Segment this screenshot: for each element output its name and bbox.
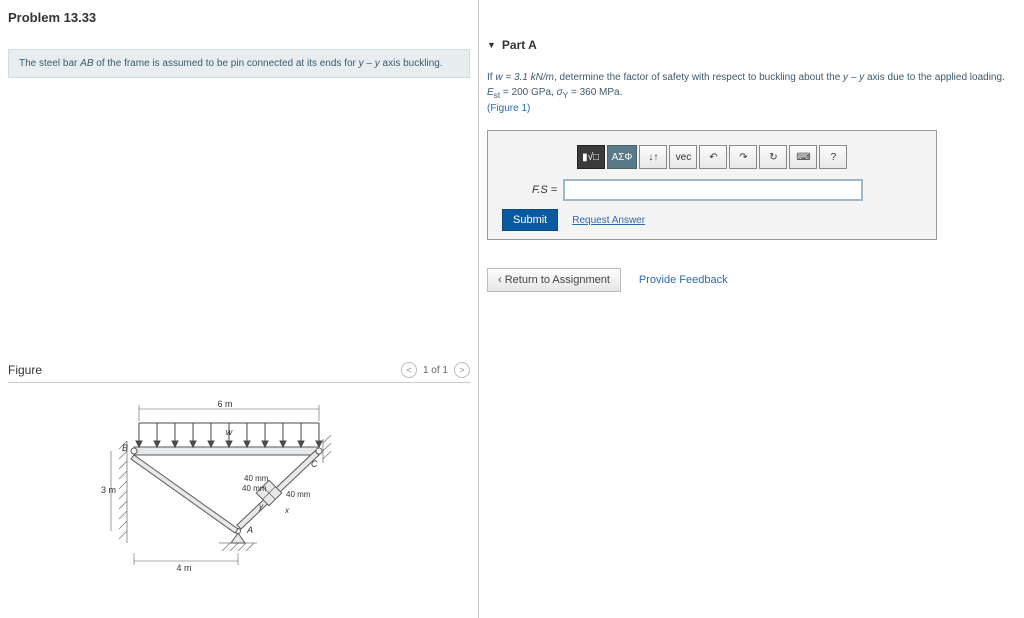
right-column: ▼ Part A If w = 3.1 kN/m, determine the … — [478, 0, 1024, 618]
figure-header: Figure < 1 of 1 > — [8, 358, 470, 383]
pt-Est: E — [487, 87, 494, 98]
figure-prev-button[interactable]: < — [401, 362, 417, 378]
dim-40mm-2: 40 mm — [242, 484, 267, 493]
return-row: ‹ Return to Assignment Provide Feedback — [487, 268, 1016, 292]
submit-row: Submit Request Answer — [502, 209, 922, 231]
prompt-pre: The steel bar — [19, 58, 80, 69]
part-a-header[interactable]: ▼ Part A — [487, 38, 1016, 52]
figure-section: Figure < 1 of 1 > — [8, 358, 470, 573]
dim-40mm-3: 40 mm — [286, 490, 311, 499]
fs-input[interactable] — [563, 179, 863, 201]
pt-weq: w = 3.1 kN/m — [495, 72, 554, 83]
collapse-caret-icon: ▼ — [487, 40, 496, 50]
figure-canvas: 6 m w 3 m 4 m — [8, 393, 470, 573]
prompt-tail: axis buckling. — [380, 58, 443, 69]
figure-nav: < 1 of 1 > — [401, 362, 470, 378]
axis-dash: – — [364, 58, 375, 69]
redo-button[interactable]: ↷ — [729, 145, 757, 169]
label-B: B — [122, 443, 128, 453]
part-a-title: Part A — [502, 38, 537, 52]
templates-button[interactable]: ▮√□ — [577, 145, 605, 169]
figure-nav-label: 1 of 1 — [423, 365, 448, 376]
label-w: w — [226, 427, 233, 437]
reset-button[interactable]: ↻ — [759, 145, 787, 169]
pt-mid: , determine the factor of safety with re… — [554, 72, 843, 83]
pt-Est-val: = 200 GPa, — [500, 87, 556, 98]
dim-4m: 4 m — [176, 563, 191, 573]
dim-40mm-1: 40 mm — [244, 474, 269, 483]
fs-label: F.S = — [532, 184, 557, 196]
help-button[interactable]: ? — [819, 145, 847, 169]
answer-toolbar: ▮√□ ΑΣΦ ↓↑ vec ↶ ↷ ↻ ⌨ ? — [502, 145, 922, 169]
undo-button[interactable]: ↶ — [699, 145, 727, 169]
return-button[interactable]: ‹ Return to Assignment — [487, 268, 621, 292]
left-column: Problem 13.33 The steel bar AB of the fr… — [0, 0, 478, 618]
fs-row: F.S = — [502, 179, 922, 201]
return-caret-icon: ‹ — [498, 274, 502, 286]
page-root: Problem 13.33 The steel bar AB of the fr… — [0, 0, 1024, 618]
prompt-post: of the frame is assumed to be pin connec… — [94, 58, 359, 69]
bar-name: AB — [80, 58, 93, 69]
pt-sig-val: = 360 MPa. — [568, 87, 622, 98]
dim-3m: 3 m — [101, 485, 116, 495]
figure-title: Figure — [8, 363, 42, 377]
pt-mid2: axis due to the applied loading. — [864, 72, 1005, 83]
submit-button[interactable]: Submit — [502, 209, 558, 231]
answer-box: ▮√□ ΑΣΦ ↓↑ vec ↶ ↷ ↻ ⌨ ? F.S = Submit Re… — [487, 130, 937, 240]
pt-axdash: – — [848, 72, 859, 83]
part-a-text: If w = 3.1 kN/m, determine the factor of… — [487, 70, 1016, 116]
provide-feedback-link[interactable]: Provide Feedback — [639, 274, 728, 286]
figure-svg: 6 m w 3 m 4 m — [89, 393, 389, 573]
keyboard-button[interactable]: ⌨ — [789, 145, 817, 169]
problem-prompt: The steel bar AB of the frame is assumed… — [8, 49, 470, 78]
problem-title: Problem 13.33 — [8, 10, 470, 25]
greek-button[interactable]: ΑΣΦ — [607, 145, 638, 169]
script-button[interactable]: ↓↑ — [639, 145, 667, 169]
label-C: C — [311, 459, 318, 469]
label-A: A — [246, 525, 253, 535]
return-label: Return to Assignment — [505, 274, 610, 286]
dim-6m: 6 m — [217, 399, 232, 409]
axis-x: x — [284, 506, 290, 515]
vec-button[interactable]: vec — [669, 145, 697, 169]
figure-1-link[interactable]: (Figure 1) — [487, 103, 530, 114]
request-answer-link[interactable]: Request Answer — [572, 215, 645, 226]
figure-next-button[interactable]: > — [454, 362, 470, 378]
